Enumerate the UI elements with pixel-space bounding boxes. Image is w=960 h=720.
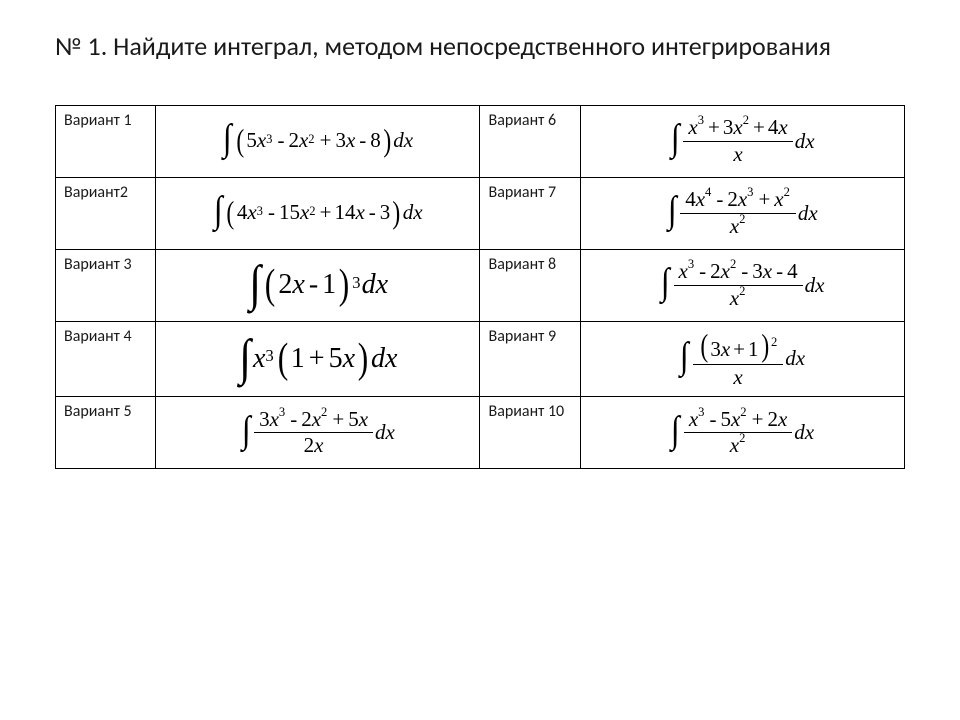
variant-label: Вариант 7 — [480, 177, 580, 249]
variant-label: Вариант 3 — [56, 249, 156, 321]
integral-formula: ∫ (3x+1)2 x dx — [679, 328, 805, 391]
table-row: Вариант 3 ∫(2x-1)3dx Вариант 8 ∫ x3-2x2-… — [56, 249, 905, 321]
page: № 1. Найдите интеграл, методом непосредс… — [0, 0, 960, 469]
variant-label: Вариант 10 — [480, 397, 580, 469]
integral-formula: ∫ x3-5x2+2x x2 dx — [670, 407, 814, 458]
integral-formula: ∫x3(1+5x)dx — [238, 334, 397, 384]
variant-label: Вариант2 — [56, 177, 156, 249]
integral-formula: ∫ x3-2x2-3x-4 x2 dx — [660, 259, 824, 310]
formula-cell-v6: ∫ x3+3x2+4x x dx — [580, 105, 904, 177]
integral-formula: ∫(2x-1)3dx — [248, 260, 388, 310]
variants-table: Вариант 1 ∫(5x3-2x2+3x-8)dx Вариант 6 ∫ … — [55, 105, 905, 470]
variant-label: Вариант 4 — [56, 321, 156, 397]
page-title: № 1. Найдите интеграл, методом непосредс… — [55, 30, 905, 63]
formula-cell-v9: ∫ (3x+1)2 x dx — [580, 321, 904, 397]
formula-cell-v5: ∫ 3x3-2x2+5x 2x dx — [156, 397, 480, 469]
variant-label: Вариант 6 — [480, 105, 580, 177]
table-row: Вариант 1 ∫(5x3-2x2+3x-8)dx Вариант 6 ∫ … — [56, 105, 905, 177]
variant-label: Вариант 8 — [480, 249, 580, 321]
table-row: Вариант 4 ∫x3(1+5x)dx Вариант 9 ∫ (3x+1)… — [56, 321, 905, 397]
formula-cell-v4: ∫x3(1+5x)dx — [156, 321, 480, 397]
formula-cell-v10: ∫ x3-5x2+2x x2 dx — [580, 397, 904, 469]
formula-cell-v3: ∫(2x-1)3dx — [156, 249, 480, 321]
integral-formula: ∫(4x3-15x2+14x-3)dx — [213, 194, 423, 232]
formula-cell-v1: ∫(5x3-2x2+3x-8)dx — [156, 105, 480, 177]
integral-formula: ∫(5x3-2x2+3x-8)dx — [222, 122, 413, 160]
variant-label: Вариант 5 — [56, 397, 156, 469]
integral-formula: ∫ 4x4-2x3+x2 x2 dx — [667, 187, 818, 238]
table-row: Вариант 5 ∫ 3x3-2x2+5x 2x dx Вариант 10 … — [56, 397, 905, 469]
variant-label: Вариант 1 — [56, 105, 156, 177]
formula-cell-v8: ∫ x3-2x2-3x-4 x2 dx — [580, 249, 904, 321]
variant-label: Вариант 9 — [480, 321, 580, 397]
integral-formula: ∫ 3x3-2x2+5x 2x dx — [241, 407, 395, 458]
formula-cell-v2: ∫(4x3-15x2+14x-3)dx — [156, 177, 480, 249]
formula-cell-v7: ∫ 4x4-2x3+x2 x2 dx — [580, 177, 904, 249]
integral-formula: ∫ x3+3x2+4x x dx — [670, 115, 814, 166]
table-row: Вариант2 ∫(4x3-15x2+14x-3)dx Вариант 7 ∫… — [56, 177, 905, 249]
